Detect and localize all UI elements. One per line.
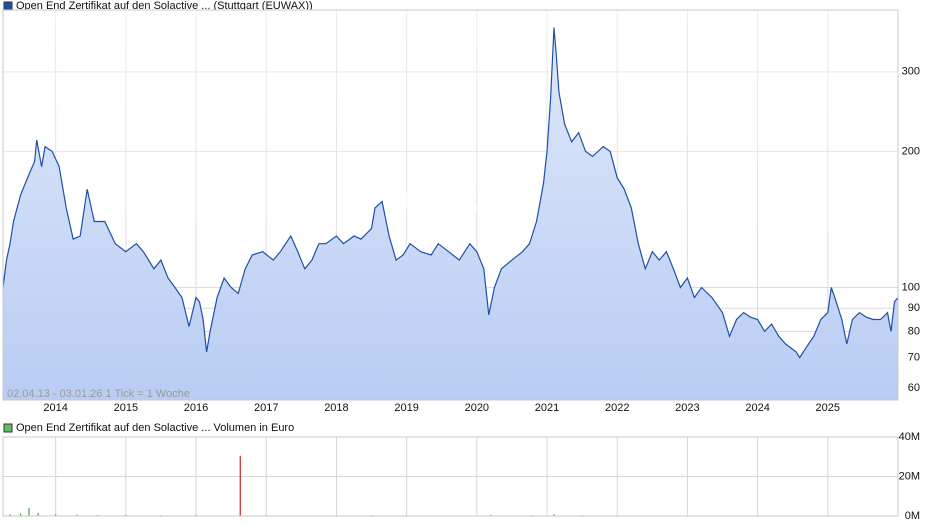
volume-bar bbox=[55, 514, 57, 516]
y-tick-label: 90 bbox=[908, 302, 920, 314]
volume-bar bbox=[125, 514, 127, 516]
volume-bar bbox=[76, 514, 78, 516]
y-tick-label: 0M bbox=[905, 510, 920, 522]
volume-bar bbox=[553, 514, 555, 516]
x-tick-label: 2021 bbox=[535, 402, 559, 414]
volume-bar bbox=[37, 513, 39, 516]
volume-bar bbox=[28, 508, 30, 516]
volume-bar bbox=[19, 513, 22, 516]
y-tick-label: 300 bbox=[902, 66, 920, 78]
y-tick-label: 200 bbox=[902, 145, 920, 157]
y-tick-label: 80 bbox=[908, 325, 920, 337]
x-tick-label: 2015 bbox=[114, 402, 138, 414]
y-tick-label: 100 bbox=[902, 281, 920, 293]
x-tick-label: 2023 bbox=[675, 402, 699, 414]
x-tick-label: 2024 bbox=[745, 402, 769, 414]
legend-swatch bbox=[3, 1, 13, 11]
legend-swatch bbox=[3, 423, 13, 433]
y-tick-label: 60 bbox=[908, 382, 920, 394]
volume-bar bbox=[239, 455, 241, 516]
x-tick-label: 2018 bbox=[324, 402, 348, 414]
y-tick-label: 20M bbox=[899, 470, 920, 482]
chart-title: Open End Zertifikat auf den Solactive ..… bbox=[16, 422, 294, 434]
watermark: ARIVA.DE bbox=[393, 186, 517, 216]
annotation: 02.04.13 - 03.01.26 1 Tick = 1 Woche bbox=[7, 388, 190, 400]
x-tick-label: 2017 bbox=[254, 402, 278, 414]
chart-title: Open End Zertifikat auf den Solactive ..… bbox=[16, 0, 313, 12]
x-tick-label: 2020 bbox=[465, 402, 489, 414]
volume-bar bbox=[9, 514, 11, 516]
plot-frame bbox=[2, 436, 899, 517]
x-tick-label: 2022 bbox=[605, 402, 629, 414]
price-line bbox=[2, 27, 899, 359]
x-tick-label: 2014 bbox=[43, 402, 67, 414]
area-shade bbox=[3, 10, 898, 400]
x-tick-label: 2016 bbox=[184, 402, 208, 414]
plot-frame bbox=[2, 9, 899, 401]
x-tick-label: 2019 bbox=[394, 402, 418, 414]
volume-bar bbox=[490, 514, 492, 516]
x-tick-label: 2025 bbox=[816, 402, 840, 414]
y-tick-label: 70 bbox=[908, 351, 920, 363]
y-tick-label: 40M bbox=[899, 431, 920, 443]
